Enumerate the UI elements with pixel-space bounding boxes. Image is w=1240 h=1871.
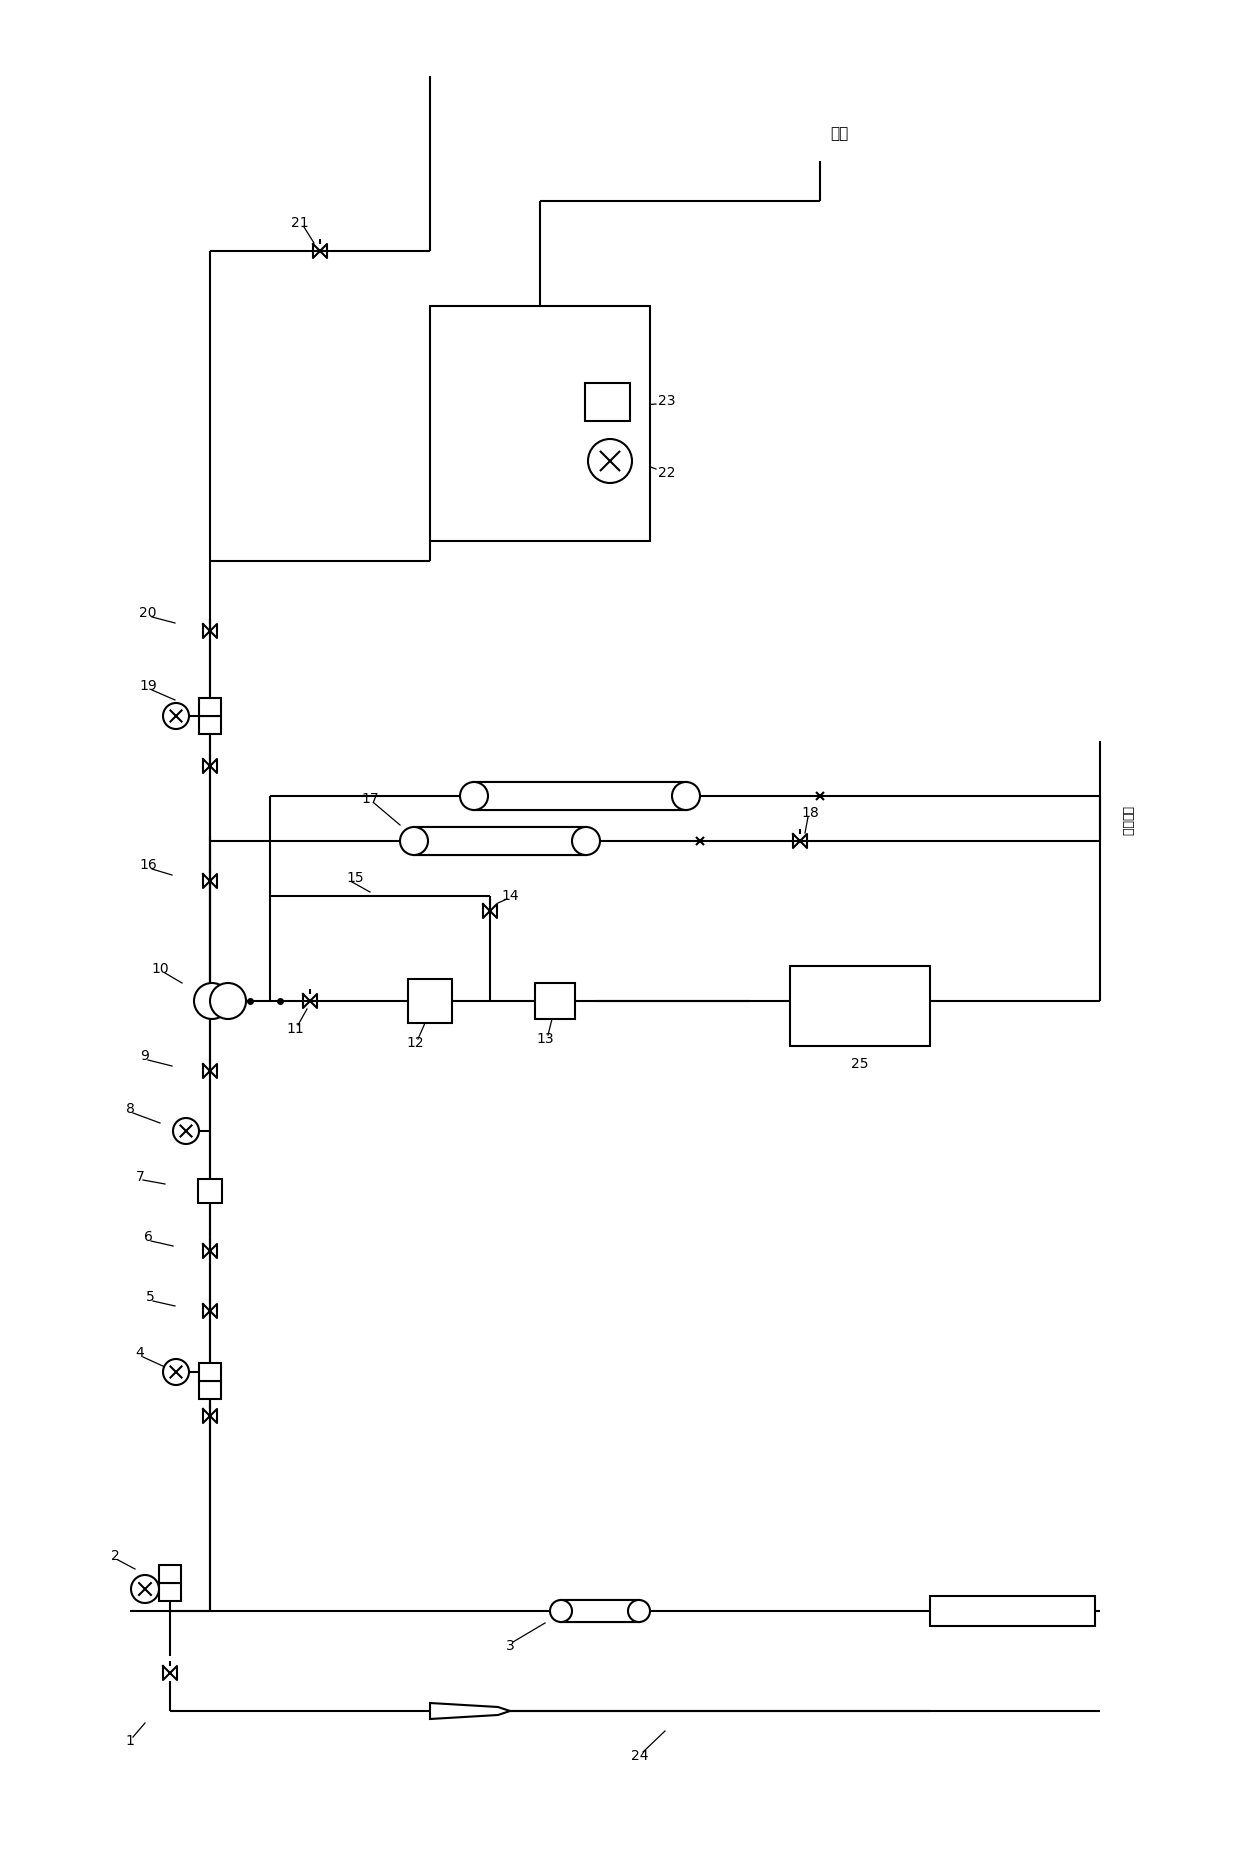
- Text: 10: 10: [151, 962, 169, 977]
- Bar: [159, 1564, 181, 1583]
- Text: 18: 18: [801, 806, 818, 819]
- Text: 排空: 排空: [830, 125, 848, 140]
- Circle shape: [174, 1119, 198, 1143]
- Bar: [198, 698, 221, 717]
- Text: 9: 9: [140, 1050, 150, 1063]
- Bar: [474, 782, 686, 810]
- Bar: [198, 1179, 222, 1203]
- Circle shape: [460, 782, 489, 810]
- Bar: [790, 965, 930, 1046]
- Bar: [159, 1583, 181, 1602]
- Text: 5: 5: [145, 1289, 154, 1304]
- Text: 15: 15: [346, 872, 363, 885]
- Text: 23: 23: [658, 395, 676, 408]
- Text: 4: 4: [135, 1345, 144, 1360]
- Bar: [930, 1596, 1095, 1626]
- Bar: [534, 982, 575, 1020]
- Bar: [585, 384, 630, 421]
- Circle shape: [551, 1600, 572, 1622]
- Circle shape: [588, 440, 632, 483]
- Text: 7: 7: [135, 1169, 144, 1184]
- Text: 25: 25: [851, 1057, 869, 1070]
- Circle shape: [401, 827, 428, 855]
- Polygon shape: [430, 1703, 510, 1719]
- Text: 紧急放空: 紧急放空: [1120, 806, 1133, 836]
- Circle shape: [193, 982, 229, 1020]
- Circle shape: [210, 982, 246, 1020]
- Bar: [408, 979, 453, 1023]
- Circle shape: [627, 1600, 650, 1622]
- Circle shape: [131, 1575, 159, 1603]
- Bar: [560, 1600, 639, 1622]
- Text: 20: 20: [139, 606, 156, 619]
- Circle shape: [162, 1358, 188, 1385]
- Circle shape: [672, 782, 701, 810]
- Text: 19: 19: [139, 679, 157, 692]
- Text: 3: 3: [506, 1639, 515, 1652]
- Text: 24: 24: [631, 1749, 649, 1762]
- Text: 16: 16: [139, 859, 157, 872]
- Text: 11: 11: [286, 1022, 304, 1037]
- Bar: [198, 717, 221, 733]
- Bar: [414, 827, 587, 855]
- Bar: [430, 307, 650, 541]
- Text: 22: 22: [658, 466, 676, 481]
- Bar: [414, 827, 587, 855]
- Text: 13: 13: [536, 1033, 554, 1046]
- Bar: [198, 1381, 221, 1400]
- Text: 17: 17: [361, 791, 378, 806]
- Text: 21: 21: [291, 215, 309, 230]
- Bar: [198, 1362, 221, 1381]
- Text: 12: 12: [407, 1037, 424, 1050]
- Text: 14: 14: [501, 889, 518, 904]
- Text: 1: 1: [125, 1734, 134, 1748]
- Text: 6: 6: [144, 1229, 153, 1244]
- Circle shape: [162, 703, 188, 730]
- Bar: [560, 1600, 639, 1622]
- Bar: [474, 782, 686, 810]
- Circle shape: [572, 827, 600, 855]
- Text: 8: 8: [125, 1102, 134, 1115]
- Text: 2: 2: [110, 1549, 119, 1562]
